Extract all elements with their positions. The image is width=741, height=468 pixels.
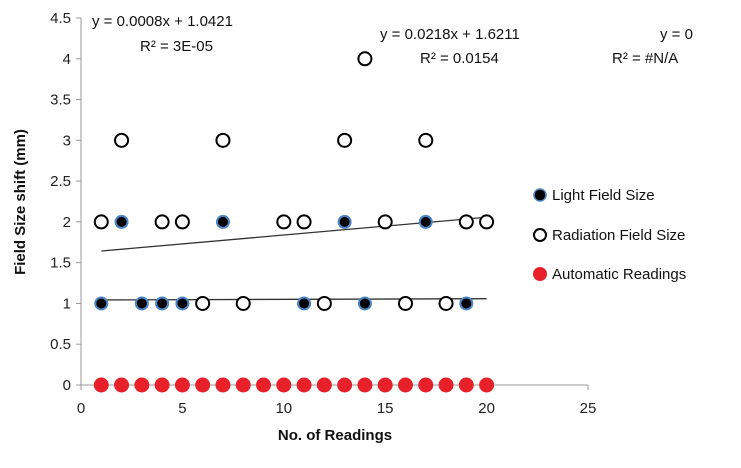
point-light-field bbox=[134, 296, 149, 311]
point-light-field bbox=[357, 296, 372, 311]
trendline-equation-1: y = 0.0008x + 1.0421 bbox=[92, 13, 233, 30]
point-automatic bbox=[114, 377, 130, 393]
point-light-field bbox=[155, 296, 170, 311]
point-light-field bbox=[114, 214, 129, 229]
y-tick-label: 3 bbox=[63, 132, 71, 149]
point-automatic bbox=[479, 377, 495, 393]
point-automatic bbox=[93, 377, 109, 393]
point-radiation-field bbox=[154, 214, 170, 230]
x-tick-label: 0 bbox=[77, 400, 85, 417]
trendline-r2-1: R² = 3E-05 bbox=[140, 38, 213, 55]
point-automatic bbox=[174, 377, 190, 393]
x-tick-label: 5 bbox=[178, 400, 186, 417]
point-automatic bbox=[235, 377, 251, 393]
point-light-field bbox=[297, 296, 312, 311]
point-automatic bbox=[276, 377, 292, 393]
point-automatic bbox=[438, 377, 454, 393]
point-radiation-field bbox=[397, 295, 413, 311]
point-automatic bbox=[195, 377, 211, 393]
point-radiation-field bbox=[235, 295, 251, 311]
point-automatic bbox=[256, 377, 272, 393]
point-light-field bbox=[94, 296, 109, 311]
y-tick-label: 4.5 bbox=[50, 10, 71, 27]
point-radiation-field bbox=[195, 295, 211, 311]
point-automatic bbox=[134, 377, 150, 393]
y-axis-label: Field Size shift (mm) bbox=[12, 129, 29, 275]
x-tick-label: 25 bbox=[580, 400, 597, 417]
point-radiation-field bbox=[377, 214, 393, 230]
point-automatic bbox=[377, 377, 393, 393]
trendline-r2-3: R² = #N/A bbox=[612, 50, 678, 67]
point-radiation-field bbox=[215, 132, 231, 148]
y-tick-label: 0.5 bbox=[50, 336, 71, 353]
point-radiation-field bbox=[174, 214, 190, 230]
point-automatic bbox=[316, 377, 332, 393]
point-automatic bbox=[337, 377, 353, 393]
x-tick-label: 20 bbox=[478, 400, 495, 417]
point-automatic bbox=[357, 377, 373, 393]
point-radiation-field bbox=[276, 214, 292, 230]
point-light-field bbox=[337, 214, 352, 229]
y-tick-label: 1 bbox=[63, 295, 71, 312]
legend-label-radiation: Radiation Field Size bbox=[552, 227, 685, 244]
point-automatic bbox=[154, 377, 170, 393]
trendline-equation-2: y = 0.0218x + 1.6211 bbox=[380, 26, 520, 43]
point-radiation-field bbox=[458, 214, 474, 230]
point-light-field bbox=[418, 214, 433, 229]
y-tick-label: 0 bbox=[63, 377, 71, 394]
y-tick-label: 2 bbox=[63, 214, 71, 231]
point-light-field bbox=[215, 214, 230, 229]
y-tick-label: 3.5 bbox=[50, 92, 71, 109]
point-radiation-field bbox=[114, 132, 130, 148]
point-radiation-field bbox=[93, 214, 109, 230]
point-light-field bbox=[175, 296, 190, 311]
point-radiation-field bbox=[337, 132, 353, 148]
legend: Light Field Size Radiation Field Size Au… bbox=[533, 187, 686, 283]
point-radiation-field bbox=[357, 51, 373, 67]
point-radiation-field bbox=[316, 295, 332, 311]
x-tick-label: 10 bbox=[275, 400, 292, 417]
legend-label-automatic: Automatic Readings bbox=[552, 266, 686, 283]
point-automatic bbox=[397, 377, 413, 393]
point-light-field bbox=[459, 296, 474, 311]
y-tick-label: 1.5 bbox=[50, 255, 71, 272]
legend-label-light: Light Field Size bbox=[552, 187, 655, 204]
legend-marker-light bbox=[533, 188, 547, 202]
point-radiation-field bbox=[479, 214, 495, 230]
point-radiation-field bbox=[296, 214, 312, 230]
trendline-r2-2: R² = 0.0154 bbox=[420, 50, 499, 67]
trendline-equation-3: y = 0 bbox=[660, 26, 693, 43]
point-automatic bbox=[458, 377, 474, 393]
y-tick-label: 4 bbox=[63, 51, 71, 68]
x-axis-label: No. of Readings bbox=[278, 427, 392, 444]
point-radiation-field bbox=[438, 295, 454, 311]
legend-marker-radiation bbox=[533, 228, 547, 242]
point-automatic bbox=[418, 377, 434, 393]
legend-marker-automatic bbox=[533, 267, 547, 281]
point-automatic bbox=[215, 377, 231, 393]
point-automatic bbox=[296, 377, 312, 393]
y-tick-label: 2.5 bbox=[50, 173, 71, 190]
point-radiation-field bbox=[418, 132, 434, 148]
x-tick-label: 15 bbox=[377, 400, 394, 417]
